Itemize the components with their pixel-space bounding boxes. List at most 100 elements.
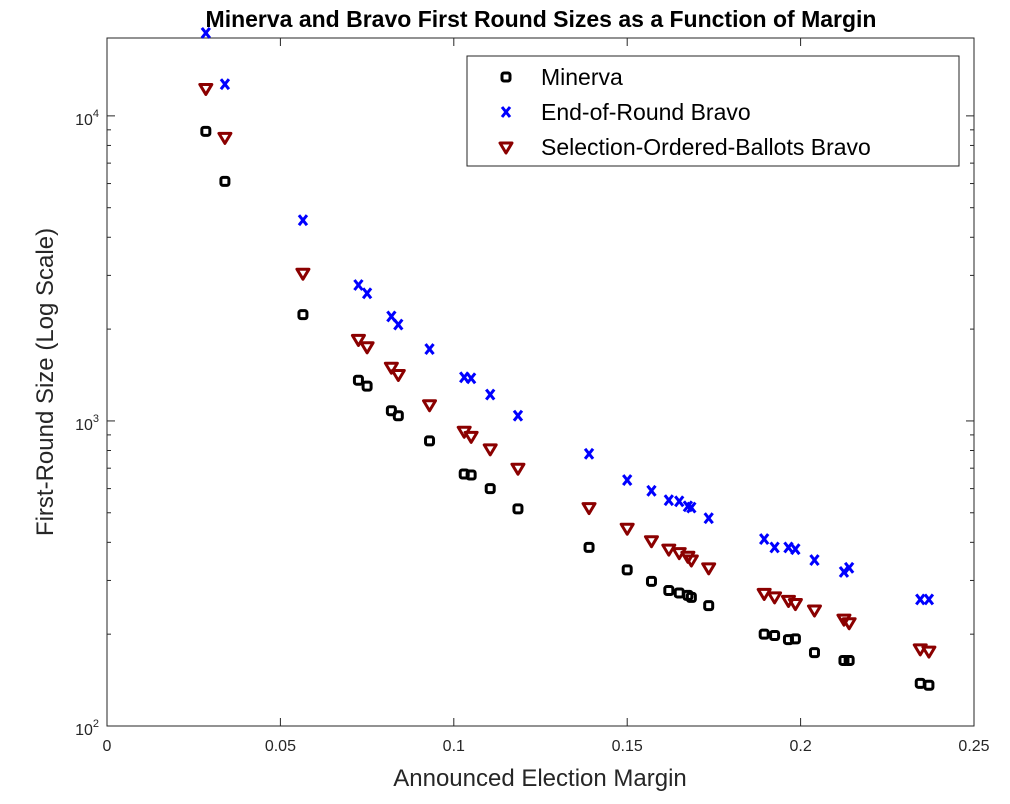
data-point [350,333,366,347]
x-tick-label: 0.1 [443,738,465,755]
x-tick-label: 0.05 [265,738,296,755]
data-point [424,343,435,356]
legend-box [466,55,960,167]
data-point [200,27,212,39]
y-tick-exponent: 2 [93,718,99,730]
data-point [583,541,595,553]
data-point [621,564,633,576]
data-point [701,562,717,576]
data-point [663,585,675,597]
data-point [512,409,524,422]
x-tick-label: 0 [103,738,112,755]
y-tick-exponent: 3 [93,413,99,425]
data-point [923,593,935,606]
data-point [769,541,780,554]
x-tick-label: 0.25 [958,738,989,755]
data-point [352,374,364,386]
data-point [756,587,772,601]
x-tick-label: 0.2 [789,738,811,755]
data-point [353,279,364,291]
data-point [219,175,231,187]
chart-title: Minerva and Bravo First Round Sizes as a… [206,6,877,32]
data-point [392,410,404,422]
legend-label: Minerva [541,64,623,90]
data-point [838,654,850,666]
data-point [646,484,657,497]
data-point [424,435,436,447]
legend-label: Selection-Ordered-Ballots Bravo [541,134,871,160]
data-point [645,575,657,587]
data-point [217,131,233,145]
data-point [643,535,659,549]
data-point [685,591,697,603]
legend-marker [500,71,512,83]
data-point [510,462,526,476]
data-point [663,494,674,507]
data-point [383,361,399,375]
y-tick-label: 103 [75,413,99,434]
data-point [674,495,685,508]
data-point [297,214,309,227]
data-point [583,447,595,460]
data-point [923,679,935,691]
data-point [787,598,803,612]
data-point [297,309,309,321]
data-point [759,533,770,545]
data-point [484,483,496,495]
data-marks [198,27,937,691]
data-point [581,502,597,516]
legend-label: End-of-Round Bravo [541,99,751,125]
data-point [198,82,214,96]
data-point [703,600,715,612]
y-tick-base: 10 [75,722,93,739]
data-point [703,512,714,525]
series-2 [198,82,937,659]
data-point [806,604,822,618]
data-point [769,629,781,641]
data-point [789,633,801,645]
data-point [465,372,477,385]
data-point [622,474,633,487]
data-point [361,380,373,392]
data-point [841,617,857,631]
data-point [295,267,311,281]
data-point [767,591,783,605]
data-point [758,628,770,640]
series-1 [200,27,935,606]
y-tick-label: 104 [75,108,99,129]
y-tick-exponent: 4 [93,108,99,120]
data-point [843,654,855,666]
data-point [661,543,677,557]
data-point [390,368,406,382]
data-point [683,554,699,568]
data-point [485,388,496,401]
data-point [422,399,438,413]
data-point [790,543,801,556]
data-point [219,78,231,91]
data-point [808,647,820,659]
y-axis-label: First-Round Size (Log Scale) [32,228,59,536]
data-point [465,469,477,481]
data-point [843,561,855,574]
y-tick-base: 10 [75,112,93,129]
data-point [512,503,524,515]
legend: Minerva End-of-Round Bravo Selection-Order… [466,55,960,167]
data-point [361,287,373,300]
y-tick-base: 10 [75,417,93,434]
data-point [393,318,404,331]
legend-marker [500,106,512,118]
data-point [482,443,498,457]
data-point [619,522,635,536]
data-point [809,554,820,566]
data-point [359,341,375,355]
y-tick-label: 102 [75,718,99,739]
data-point [921,645,937,659]
data-point [915,593,926,606]
data-point [783,541,794,554]
x-axis-label: Announced Election Margin [393,765,687,792]
x-tick-label: 0.15 [612,738,643,755]
data-point [200,125,212,137]
